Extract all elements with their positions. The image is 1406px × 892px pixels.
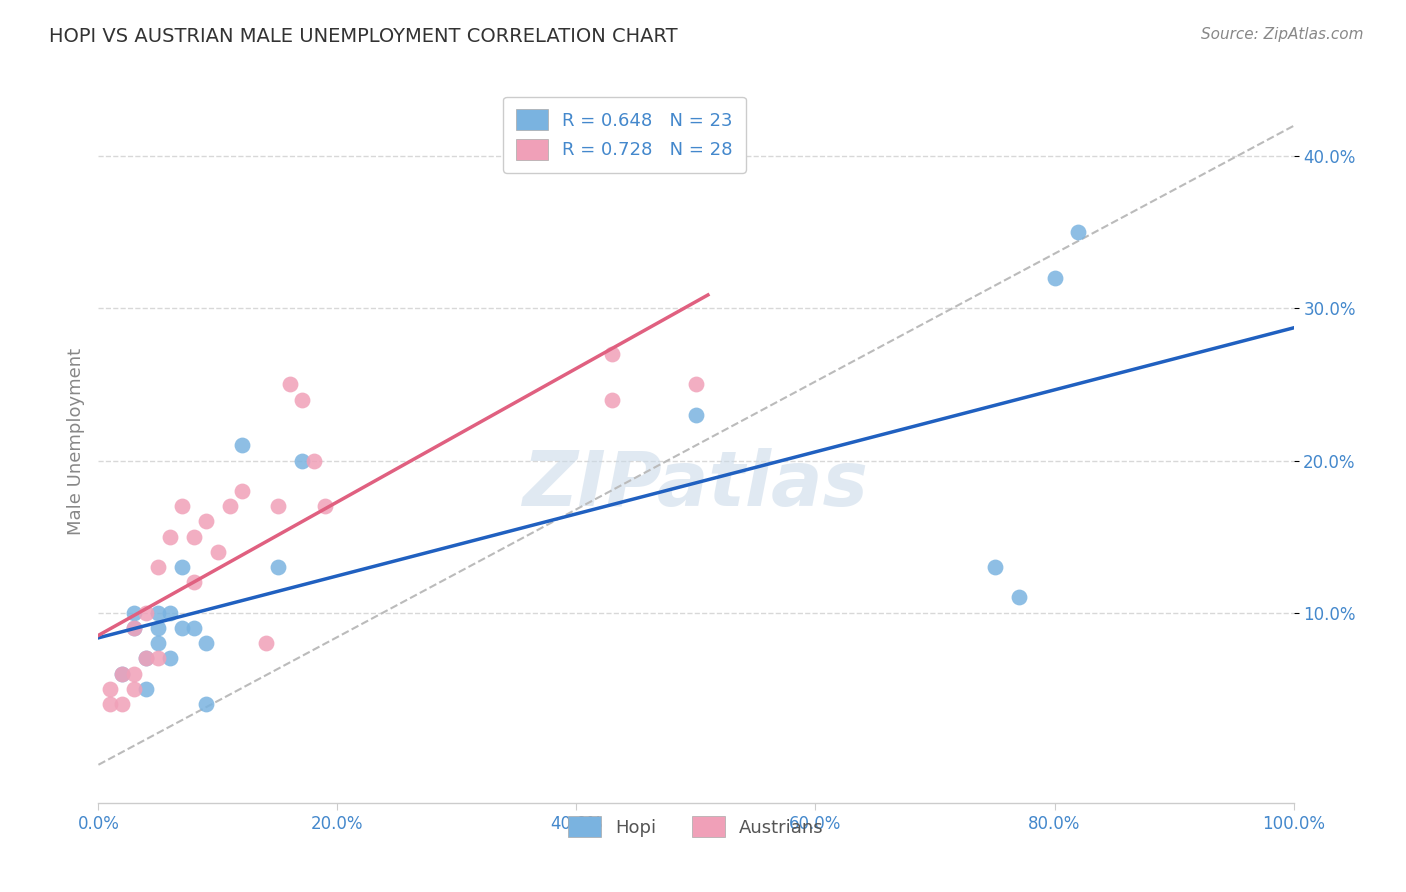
Point <box>124 681 146 696</box>
Point <box>135 651 157 665</box>
Point <box>111 697 134 711</box>
Point <box>254 636 277 650</box>
Point <box>111 666 134 681</box>
Point <box>124 606 146 620</box>
Point <box>159 530 181 544</box>
Point <box>602 392 624 407</box>
Point <box>231 438 253 452</box>
Point <box>148 636 170 650</box>
Point <box>183 575 205 590</box>
Point <box>231 483 253 498</box>
Point <box>267 560 290 574</box>
Point <box>124 666 146 681</box>
Point <box>98 697 122 711</box>
Point <box>135 681 157 696</box>
Point <box>148 606 170 620</box>
Point <box>172 499 194 513</box>
Point <box>135 606 157 620</box>
Point <box>172 560 194 574</box>
Text: ZIPatlas: ZIPatlas <box>523 448 869 522</box>
Point <box>685 377 707 392</box>
Point <box>172 621 194 635</box>
Point <box>124 621 146 635</box>
Point <box>984 560 1007 574</box>
Point <box>291 453 314 467</box>
Y-axis label: Male Unemployment: Male Unemployment <box>66 348 84 535</box>
Point <box>183 621 205 635</box>
Point <box>302 453 325 467</box>
Legend: Hopi, Austrians: Hopi, Austrians <box>561 809 831 845</box>
Point <box>219 499 242 513</box>
Point <box>315 499 337 513</box>
Point <box>267 499 290 513</box>
Point <box>195 697 218 711</box>
Point <box>111 666 134 681</box>
Point <box>183 530 205 544</box>
Point <box>291 392 314 407</box>
Point <box>195 636 218 650</box>
Text: Source: ZipAtlas.com: Source: ZipAtlas.com <box>1201 27 1364 42</box>
Point <box>135 651 157 665</box>
Point <box>148 651 170 665</box>
Point <box>1067 226 1090 240</box>
Point <box>278 377 301 392</box>
Text: HOPI VS AUSTRIAN MALE UNEMPLOYMENT CORRELATION CHART: HOPI VS AUSTRIAN MALE UNEMPLOYMENT CORRE… <box>49 27 678 45</box>
Point <box>207 545 229 559</box>
Point <box>1043 271 1066 285</box>
Point <box>602 347 624 361</box>
Point <box>124 621 146 635</box>
Point <box>159 606 181 620</box>
Point <box>1008 591 1031 605</box>
Point <box>148 621 170 635</box>
Point <box>98 681 122 696</box>
Point <box>148 560 170 574</box>
Point <box>159 651 181 665</box>
Point <box>195 515 218 529</box>
Point <box>685 408 707 422</box>
